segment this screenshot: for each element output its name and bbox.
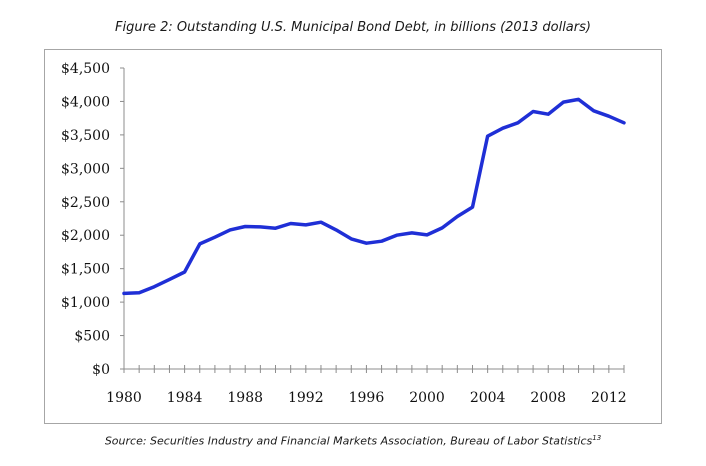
source-footnote: 13 (592, 434, 602, 442)
y-tick-label: $2,500 (61, 195, 110, 211)
x-axis-ticks: 1980 1984 1988 1992 1996 2000 2004 2008 2012 (106, 365, 627, 406)
y-tick-label: $1,000 (61, 295, 110, 311)
y-tick-label: $0 (92, 362, 110, 378)
y-tick-label: $3,500 (61, 128, 110, 144)
x-tick-label: 1996 (349, 390, 385, 406)
series-line (122, 97, 626, 296)
x-tick-label: 1992 (288, 390, 324, 406)
x-tick-label: 1988 (227, 390, 263, 406)
x-tick-label: 1980 (106, 390, 142, 406)
y-tick-label: $2,000 (61, 228, 110, 244)
x-tick-label: 2004 (470, 390, 506, 406)
chart-title: Figure 2: Outstanding U.S. Municipal Bon… (115, 20, 591, 35)
source-text: Source: Securities Industry and Financia… (104, 434, 593, 448)
series-group (122, 97, 626, 296)
x-tick-label: 2000 (409, 390, 445, 406)
axes (123, 68, 624, 370)
chart-source: Source: Securities Industry and Financia… (0, 434, 706, 448)
y-tick-label: $1,500 (61, 262, 110, 278)
chart-frame (44, 49, 662, 424)
y-tick-label: $4,000 (61, 94, 110, 110)
y-axis-ticks: $0 $500 $1,000 $1,500 $2,000 $2,500 $3,000 $3,5… (61, 61, 124, 378)
x-tick-label: 2012 (591, 390, 627, 406)
x-tick-label: 1984 (167, 390, 203, 406)
y-tick-label: $500 (74, 329, 110, 345)
x-tick-label: 2008 (530, 390, 566, 406)
y-tick-label: $4,500 (61, 61, 110, 77)
y-tick-label: $3,000 (61, 161, 110, 177)
